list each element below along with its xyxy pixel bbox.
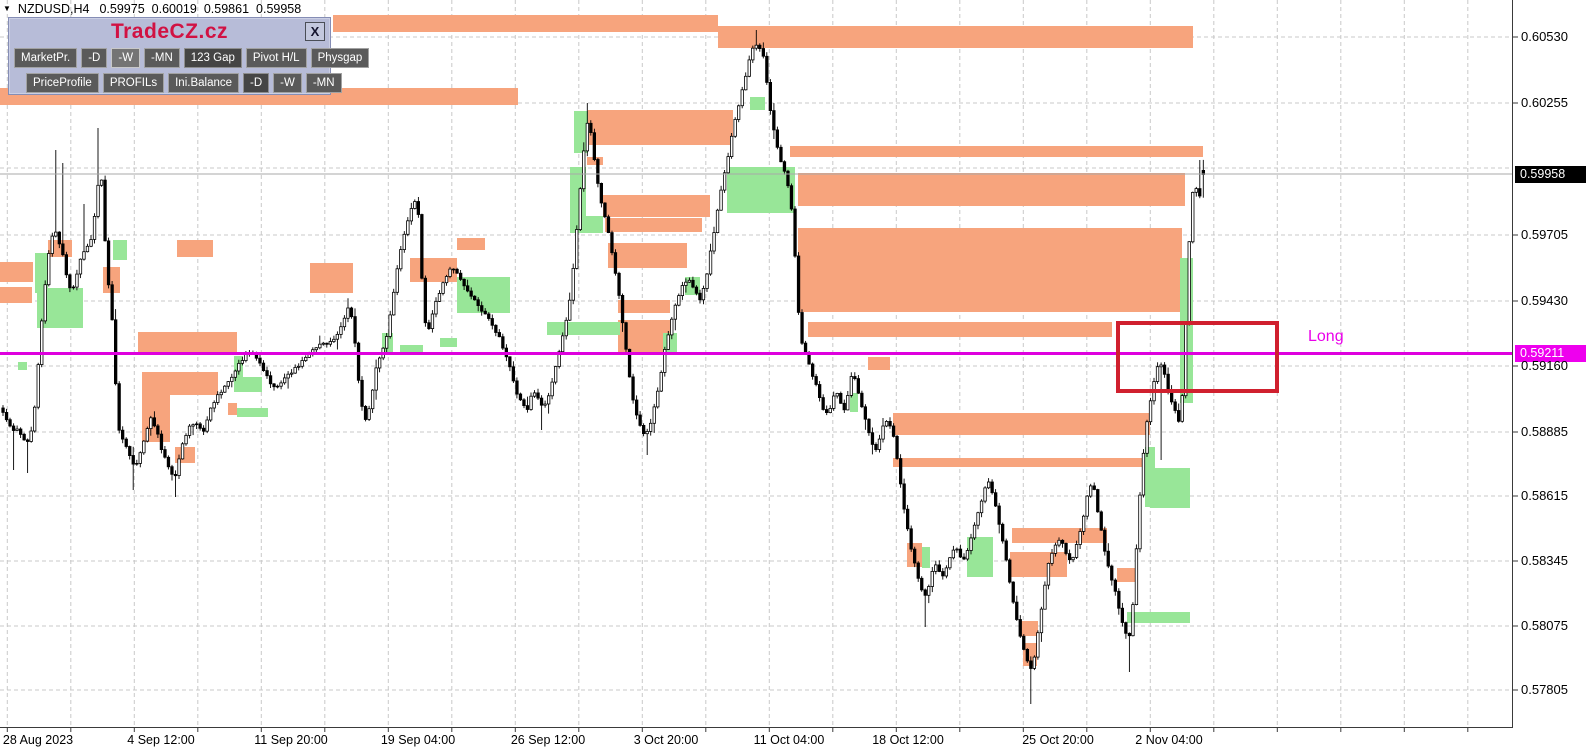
price-label: 0.58075 [1521,618,1568,633]
red-rectangle-annotation[interactable] [1116,321,1279,393]
panel-button-row-2: PriceProfile PROFILs Ini.Balance -D -W -MN [26,73,342,93]
price-label: 0.60530 [1521,29,1568,44]
time-label: 25 Oct 20:00 [1022,733,1094,747]
panel-button-row-1: MarketPr. -D -W -MN 123 Gap Pivot H/L Physgap [14,48,370,68]
time-label: 2 Nov 04:00 [1135,733,1203,747]
ohlc-high: 0.60019 [151,1,197,16]
time-label: 4 Sep 12:00 [127,733,195,747]
price-label: 0.59430 [1521,293,1568,308]
panel-button-marketpr-[interactable]: MarketPr. [14,48,78,68]
panel-button--d[interactable]: -D [243,73,270,93]
time-label: 11 Sep 20:00 [254,733,328,747]
time-label: 11 Oct 04:00 [753,733,825,747]
chart-dropdown-icon[interactable]: ▼ [3,4,11,13]
time-label: 28 Aug 2023 [2,733,74,747]
candles [1,30,1205,704]
panel-button-physgap[interactable]: Physgap [310,48,370,68]
grid [0,0,1512,727]
ohlc-low: 0.59861 [203,1,250,16]
time-label: 18 Oct 12:00 [872,733,944,747]
panel-button--mn[interactable]: -MN [144,48,180,68]
time-label: 19 Sep 04:00 [380,733,456,747]
panel-button-123-gap[interactable]: 123 Gap [183,48,242,68]
panel-button-pivot-h-l[interactable]: Pivot H/L [245,48,307,68]
time-label: 26 Sep 12:00 [510,733,586,747]
price-label: 0.58615 [1521,488,1568,503]
ohlc-close: 0.59958 [256,1,302,16]
price-label: 0.60255 [1521,95,1568,110]
price-label: 0.59705 [1521,227,1568,242]
chart-border [0,0,1518,732]
indicator-panel: TradeCZ.cz X MarketPr. -D -W -MN 123 Gap Pivo… [8,17,370,95]
panel-button-ini-balance[interactable]: Ini.Balance [168,73,240,93]
current-price-badge: 0.59958 [1515,166,1586,183]
panel-button--d[interactable]: -D [81,48,108,68]
symbol-period-label: NZDUSD,H4 [17,1,90,16]
panel-button-priceprofile[interactable]: PriceProfile [26,73,99,93]
price-label: 0.57805 [1521,682,1568,697]
panel-button--w[interactable]: -W [111,48,141,68]
price-label: 0.59160 [1521,358,1568,373]
price-label: 0.58885 [1521,424,1568,439]
supply-demand-zones [0,15,1203,666]
trade-level-badge: 0.59211 [1515,345,1586,362]
panel-close-button[interactable]: X [305,22,325,41]
ohlc-open: 0.59975 [99,1,145,16]
trade-direction-label[interactable]: Long [1308,328,1344,345]
price-label: 0.58345 [1521,553,1568,568]
time-label: 3 Oct 20:00 [633,733,699,747]
panel-button--mn[interactable]: -MN [305,73,342,93]
chart-title: ▼ NZDUSD,H4 0.59975 0.60019 0.59861 0.59… [3,1,308,16]
panel-button--w[interactable]: -W [273,73,302,93]
panel-title: TradeCZ.cz [110,20,229,43]
panel-button-profils[interactable]: PROFILs [102,73,165,93]
